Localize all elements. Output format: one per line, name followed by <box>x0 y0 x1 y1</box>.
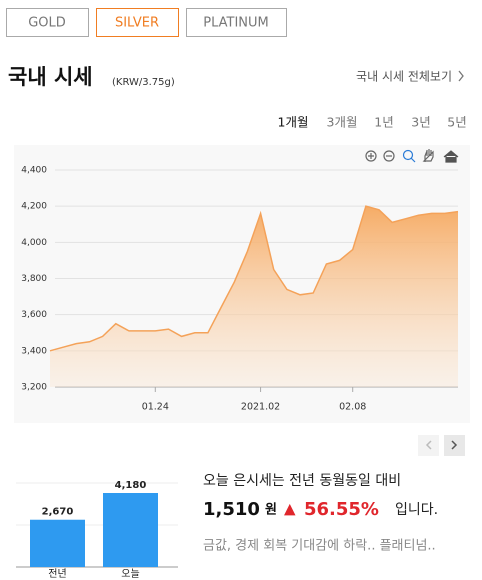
y-tick-label: 3,600 <box>21 310 47 320</box>
area-fill <box>50 206 458 387</box>
bar-value-label: 2,670 <box>42 507 74 518</box>
unit: (KRW/3.75g) <box>112 77 175 88</box>
chevron <box>458 70 464 82</box>
bar-value-label: 4,180 <box>115 480 147 491</box>
summary-percent: 56.55% <box>304 499 379 520</box>
y-tick-label: 4,400 <box>21 166 47 176</box>
news-line[interactable]: 금값, 경제 회복 기대감에 하락.. 플래티넘.. <box>203 539 436 554</box>
price-line <box>49 205 459 352</box>
tab[interactable] <box>96 8 179 37</box>
summary-arrow: ▲ <box>284 500 296 518</box>
chart-tools <box>365 149 459 163</box>
bar <box>103 493 158 567</box>
period-tab[interactable]: 3년 <box>411 115 430 130</box>
tab-label[interactable]: SILVER <box>115 16 159 31</box>
bar <box>30 519 85 567</box>
summary-suffix: 입니다. <box>395 502 438 518</box>
x-tick-label: 02.08 <box>339 402 366 413</box>
period-tab[interactable]: 3개월 <box>327 115 358 130</box>
y-tick-label: 4,000 <box>21 238 47 248</box>
more-link[interactable]: 국내 시세 전체보기 <box>356 70 452 84</box>
pager <box>418 435 465 456</box>
y-tick-label: 3,800 <box>21 274 47 284</box>
summary-line: 오늘 은시세는 전년 동월동일 대비 <box>203 473 401 489</box>
page-title: 국내 시세 <box>8 65 93 89</box>
summary-amount: 1,510 <box>203 499 260 520</box>
summary-currency: 원 <box>265 503 277 518</box>
period-tab[interactable]: 1년 <box>374 115 393 130</box>
tab[interactable] <box>6 8 89 37</box>
y-tick-label: 3,400 <box>21 346 47 356</box>
tab[interactable] <box>186 8 287 37</box>
tab-label[interactable]: GOLD <box>28 16 66 31</box>
period-tab[interactable]: 1개월 <box>278 115 309 130</box>
bar-category-label: 전년 <box>48 568 66 580</box>
y-tick-label: 4,200 <box>21 202 47 212</box>
period-tab[interactable]: 5년 <box>447 115 466 130</box>
x-tick-label: 01.24 <box>142 402 169 413</box>
tab-label[interactable]: PLATINUM <box>203 16 269 31</box>
y-tick-label: 3,200 <box>21 383 47 393</box>
x-tick-label: 2021.02 <box>241 402 280 413</box>
bar-category-label: 오늘 <box>121 568 139 580</box>
